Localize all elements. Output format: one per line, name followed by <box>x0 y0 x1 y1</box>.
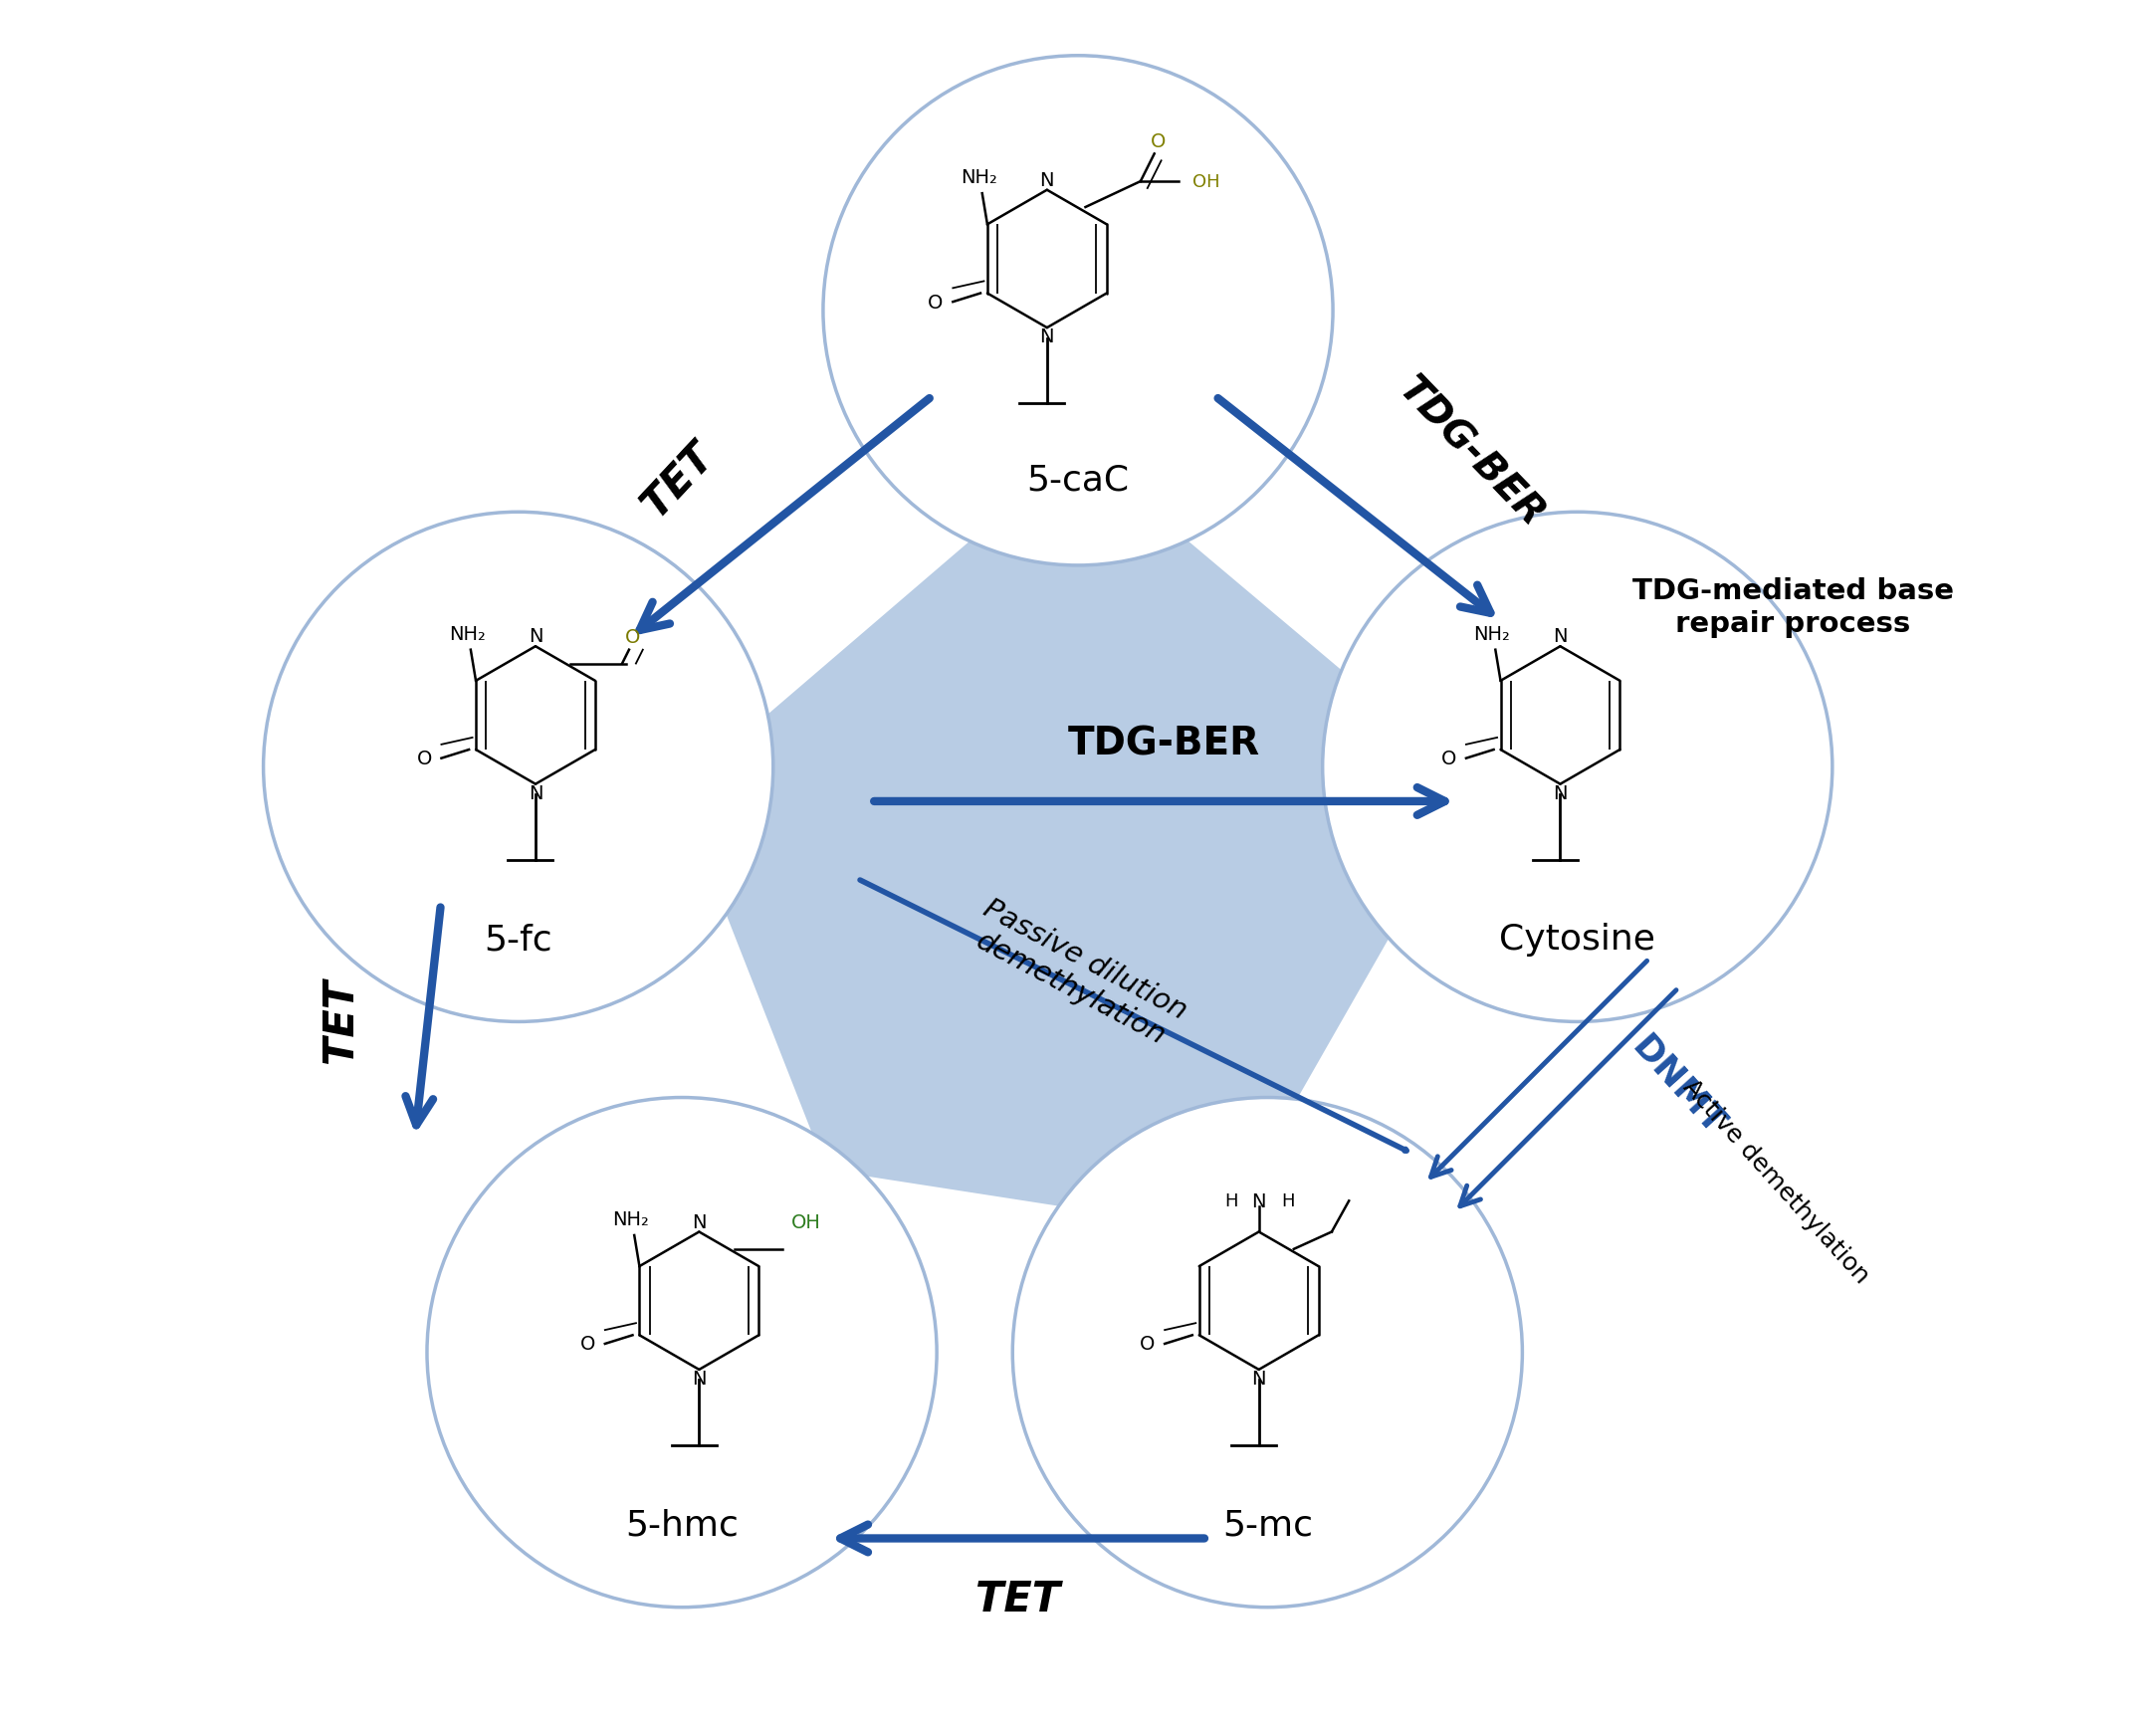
Text: N: N <box>692 1212 707 1231</box>
Text: Active demethylation: Active demethylation <box>1677 1074 1874 1288</box>
Text: TET: TET <box>319 978 362 1062</box>
Text: TDG-BER: TDG-BER <box>1391 371 1550 534</box>
Text: 5-mc: 5-mc <box>1222 1507 1313 1541</box>
Text: NH₂: NH₂ <box>612 1210 649 1229</box>
Text: O: O <box>580 1334 595 1353</box>
Text: N: N <box>1552 628 1567 646</box>
Text: N: N <box>1253 1191 1266 1210</box>
Text: DNMT: DNMT <box>1623 1029 1731 1141</box>
Text: Cytosine: Cytosine <box>1498 922 1656 957</box>
Text: N: N <box>1039 328 1054 347</box>
Text: NH₂: NH₂ <box>1473 624 1511 643</box>
Text: H: H <box>1225 1191 1238 1210</box>
Text: TET: TET <box>975 1577 1061 1619</box>
Text: N: N <box>1039 171 1054 190</box>
Circle shape <box>263 512 774 1022</box>
Circle shape <box>427 1098 936 1607</box>
Circle shape <box>824 57 1332 565</box>
Text: 5-caC: 5-caC <box>1026 462 1130 497</box>
Circle shape <box>1013 1098 1522 1607</box>
Text: OH: OH <box>1192 172 1220 191</box>
Text: O: O <box>927 293 944 312</box>
Text: O: O <box>1440 750 1457 769</box>
Text: 5-hmc: 5-hmc <box>625 1507 740 1541</box>
Text: OH: OH <box>791 1214 821 1233</box>
Text: N: N <box>528 628 543 646</box>
Text: O: O <box>416 750 431 769</box>
Text: TET: TET <box>634 434 722 526</box>
Text: NH₂: NH₂ <box>448 624 485 643</box>
Text: Passive dilution
demethylation: Passive dilution demethylation <box>964 895 1192 1053</box>
Text: TDG-BER: TDG-BER <box>1067 724 1261 762</box>
Text: O: O <box>1141 1334 1156 1353</box>
Circle shape <box>1322 512 1833 1022</box>
Text: O: O <box>1149 133 1166 152</box>
Text: H: H <box>1281 1191 1294 1210</box>
Text: N: N <box>528 784 543 803</box>
Text: TDG-mediated base
repair process: TDG-mediated base repair process <box>1632 578 1953 638</box>
Text: N: N <box>1253 1369 1266 1388</box>
Polygon shape <box>677 448 1477 1231</box>
Text: N: N <box>692 1369 707 1388</box>
Text: O: O <box>625 628 640 646</box>
Text: NH₂: NH₂ <box>959 169 996 188</box>
Text: 5-fc: 5-fc <box>485 922 552 957</box>
Text: N: N <box>1552 784 1567 803</box>
